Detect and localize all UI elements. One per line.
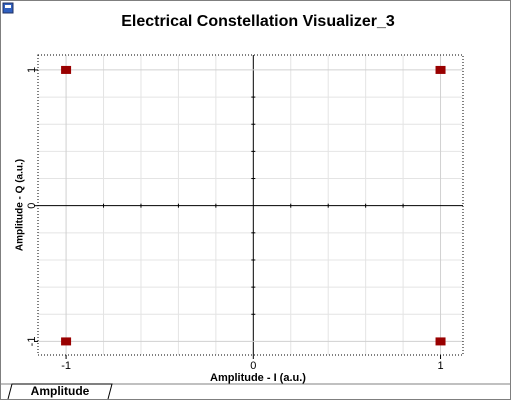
y-axis-label: Amplitude - Q (a.u.) [15, 159, 26, 251]
x-tick-label: 1 [437, 360, 443, 372]
x-tick-label: 0 [250, 360, 256, 372]
plot-border [37, 54, 464, 356]
tab-label[interactable]: Amplitude [31, 384, 90, 398]
y-tick-label: 0 [26, 203, 38, 209]
x-tick-label: -1 [61, 360, 71, 372]
x-axis-label: Amplitude - I (a.u.) [210, 372, 306, 384]
window-icon-detail [5, 5, 11, 8]
tab[interactable] [7, 383, 113, 400]
point [61, 337, 72, 346]
y-tick-label: -1 [26, 337, 38, 347]
point [435, 65, 446, 74]
plot: -1 0 1 -1 0 1 [26, 54, 464, 372]
point [435, 337, 446, 346]
point [61, 65, 72, 74]
y-tick-label: 1 [26, 67, 38, 73]
chart-title: Electrical Constellation Visualizer_3 [121, 13, 395, 30]
